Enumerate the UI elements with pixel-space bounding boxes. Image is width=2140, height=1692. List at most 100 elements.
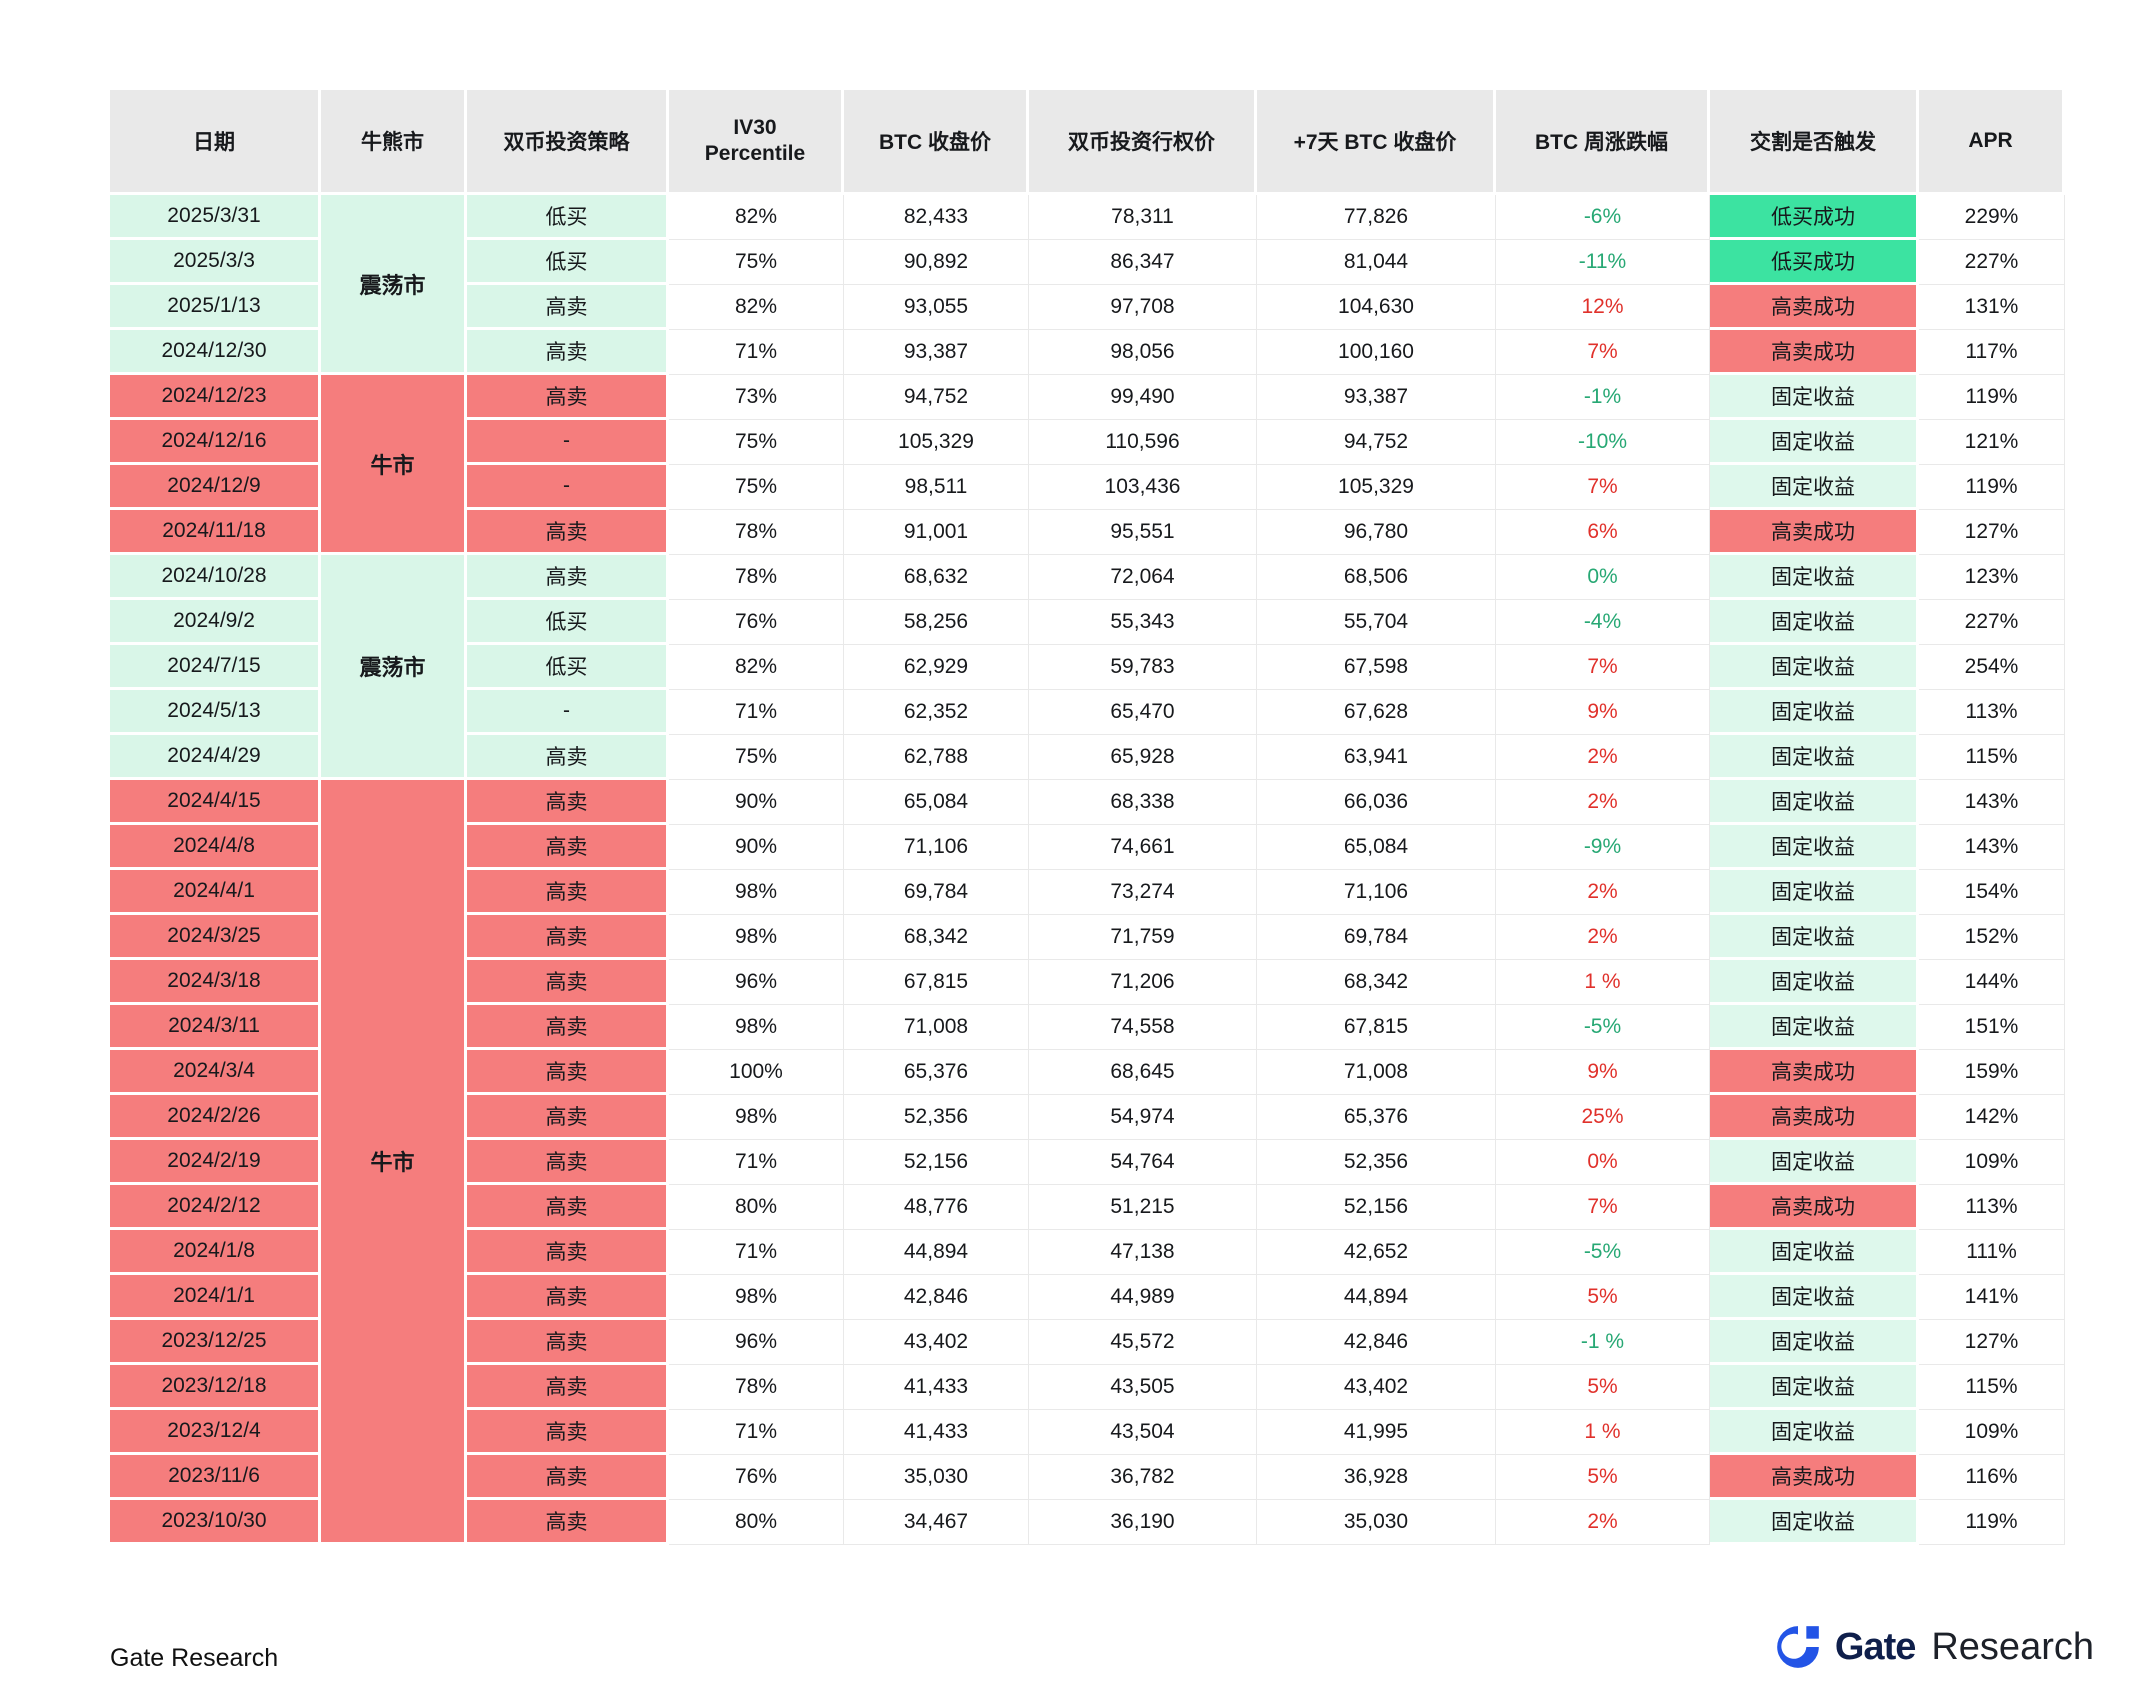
weekly-change-cell: 7% <box>1496 465 1710 510</box>
apr-cell: 142% <box>1919 1095 2065 1140</box>
table-row: 2024/5/13 -71% 62,352 65,470 67,628 9% 固定收益 113… <box>110 690 2065 735</box>
btc-close-cell: 65,376 <box>844 1050 1029 1095</box>
table-row: 2024/1/1 高卖 98% 42,846 44,989 44,894 5% 固定收益 141… <box>110 1275 2065 1320</box>
strike-cell: 71,206 <box>1029 960 1257 1005</box>
iv30-cell: 82% <box>669 195 844 240</box>
btc-close-7d-cell: 52,156 <box>1257 1185 1496 1230</box>
date-cell: 2024/3/25 <box>110 915 321 960</box>
col-header-btc-close: BTC 收盘价 <box>844 90 1029 195</box>
apr-cell: 109% <box>1919 1410 2065 1455</box>
apr-cell: 151% <box>1919 1005 2065 1050</box>
weekly-change-cell: 1 % <box>1496 960 1710 1005</box>
weekly-change-cell: 7% <box>1496 1185 1710 1230</box>
btc-close-7d-cell: 68,342 <box>1257 960 1496 1005</box>
apr-cell: 117% <box>1919 330 2065 375</box>
iv30-cell: 71% <box>669 1410 844 1455</box>
iv30-cell: 75% <box>669 735 844 780</box>
btc-close-7d-cell: 93,387 <box>1257 375 1496 420</box>
table-wrap: 日期 牛熊市 双币投资策略 IV30 Percentile BTC 收盘价 双币… <box>110 90 2065 1545</box>
iv30-cell: 98% <box>669 1275 844 1320</box>
strike-cell: 110,596 <box>1029 420 1257 465</box>
table-row: 2024/11/18 高卖 78% 91,001 95,551 96,780 6% 高卖成功 1… <box>110 510 2065 555</box>
btc-close-cell: 69,784 <box>844 870 1029 915</box>
table-row: 2023/12/25 高卖 96% 43,402 45,572 42,846 -1 % 固定收… <box>110 1320 2065 1365</box>
btc-close-7d-cell: 100,160 <box>1257 330 1496 375</box>
btc-close-cell: 98,511 <box>844 465 1029 510</box>
weekly-change-cell: -6% <box>1496 195 1710 240</box>
date-cell: 2024/12/16 <box>110 420 321 465</box>
iv30-cell: 71% <box>669 1230 844 1275</box>
strategy-cell: 高卖 <box>467 1365 669 1410</box>
table-row: 2024/12/9 -75% 98,511 103,436 105,329 7% 固定收益 1… <box>110 465 2065 510</box>
btc-close-7d-cell: 41,995 <box>1257 1410 1496 1455</box>
btc-close-cell: 91,001 <box>844 510 1029 555</box>
weekly-change-cell: 2% <box>1496 780 1710 825</box>
date-cell: 2024/2/12 <box>110 1185 321 1230</box>
date-cell: 2024/9/2 <box>110 600 321 645</box>
table-row: 2024/4/15 牛市 高卖 90% 65,084 68,338 66,036 2% 固定收益… <box>110 780 2065 1545</box>
apr-cell: 227% <box>1919 240 2065 285</box>
date-cell: 2024/5/13 <box>110 690 321 735</box>
strategy-cell: 高卖 <box>467 1500 669 1545</box>
strategy-cell: 高卖 <box>467 1185 669 1230</box>
market-cell: 震荡市 <box>321 555 467 780</box>
iv30-cell: 78% <box>669 555 844 600</box>
settlement-cell: 固定收益 <box>1710 870 1919 915</box>
strike-cell: 68,338 <box>1029 780 1257 825</box>
col-header-weekly-change: BTC 周涨跌幅 <box>1496 90 1710 195</box>
settlement-cell: 固定收益 <box>1710 555 1919 600</box>
col-header-strike: 双币投资行权价 <box>1029 90 1257 195</box>
strategy-cell: 高卖 <box>467 330 669 375</box>
btc-close-cell: 105,329 <box>844 420 1029 465</box>
apr-cell: 159% <box>1919 1050 2065 1095</box>
iv30-cell: 98% <box>669 915 844 960</box>
date-cell: 2024/1/1 <box>110 1275 321 1320</box>
strategy-cell: 高卖 <box>467 780 669 825</box>
strike-cell: 65,470 <box>1029 690 1257 735</box>
footer-source-text: Gate Research <box>110 1644 279 1672</box>
weekly-change-cell: 0% <box>1496 1140 1710 1185</box>
strike-cell: 43,504 <box>1029 1410 1257 1455</box>
apr-cell: 109% <box>1919 1140 2065 1185</box>
btc-close-cell: 62,788 <box>844 735 1029 780</box>
iv30-cell: 71% <box>669 690 844 735</box>
date-cell: 2024/12/30 <box>110 330 321 375</box>
settlement-cell: 固定收益 <box>1710 915 1919 960</box>
strategy-cell: 高卖 <box>467 555 669 600</box>
table-row: 2024/3/11 高卖 98% 71,008 74,558 67,815 -5% 固定收益 1… <box>110 1005 2065 1050</box>
apr-cell: 121% <box>1919 420 2065 465</box>
strike-cell: 98,056 <box>1029 330 1257 375</box>
weekly-change-cell: 7% <box>1496 645 1710 690</box>
apr-cell: 143% <box>1919 825 2065 870</box>
weekly-change-cell: 2% <box>1496 915 1710 960</box>
iv30-cell: 98% <box>669 1095 844 1140</box>
weekly-change-cell: -4% <box>1496 600 1710 645</box>
strategy-cell: 高卖 <box>467 510 669 555</box>
iv30-cell: 90% <box>669 780 844 825</box>
weekly-change-cell: 5% <box>1496 1365 1710 1410</box>
settlement-cell: 固定收益 <box>1710 1365 1919 1410</box>
settlement-cell: 固定收益 <box>1710 645 1919 690</box>
market-cell: 震荡市 <box>321 195 467 375</box>
btc-close-cell: 94,752 <box>844 375 1029 420</box>
btc-close-cell: 82,433 <box>844 195 1029 240</box>
strategy-cell: 高卖 <box>467 1455 669 1500</box>
settlement-cell: 固定收益 <box>1710 375 1919 420</box>
strategy-cell: 高卖 <box>467 960 669 1005</box>
btc-close-7d-cell: 65,376 <box>1257 1095 1496 1140</box>
btc-close-7d-cell: 71,106 <box>1257 870 1496 915</box>
table-row: 2024/2/19 高卖 71% 52,156 54,764 52,356 0% 固定收益 10… <box>110 1140 2065 1185</box>
table-row: 2023/12/18 高卖 78% 41,433 43,505 43,402 5% 固定收益 1… <box>110 1365 2065 1410</box>
apr-cell: 127% <box>1919 1320 2065 1365</box>
iv30-cell: 100% <box>669 1050 844 1095</box>
strike-cell: 36,782 <box>1029 1455 1257 1500</box>
dual-investment-table: 日期 牛熊市 双币投资策略 IV30 Percentile BTC 收盘价 双币… <box>110 90 2065 1545</box>
settlement-cell: 固定收益 <box>1710 735 1919 780</box>
settlement-cell: 固定收益 <box>1710 600 1919 645</box>
btc-close-cell: 62,929 <box>844 645 1029 690</box>
btc-close-7d-cell: 104,630 <box>1257 285 1496 330</box>
date-cell: 2024/4/29 <box>110 735 321 780</box>
date-cell: 2024/3/4 <box>110 1050 321 1095</box>
table-row: 2025/1/13 高卖 82% 93,055 97,708 104,630 12% 高卖成功… <box>110 285 2065 330</box>
strike-cell: 73,274 <box>1029 870 1257 915</box>
